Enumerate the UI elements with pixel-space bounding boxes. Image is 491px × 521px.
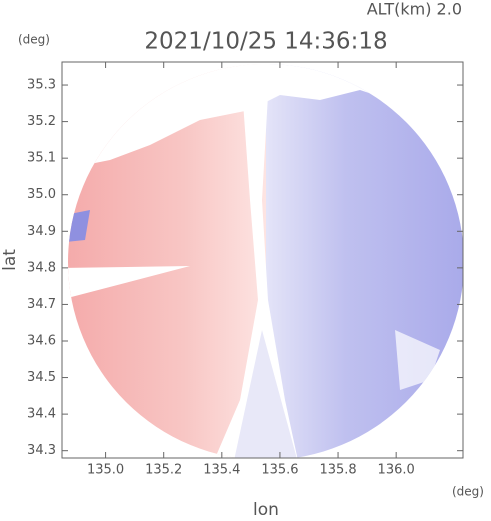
y-tick-label: 34.4 <box>27 407 56 422</box>
x-axis-label: lon <box>253 500 279 520</box>
y-tick-label: 35.3 <box>27 78 56 93</box>
altitude-label: ALT(km) 2.0 <box>367 0 462 19</box>
x-unit: (deg) <box>452 485 484 499</box>
y-tick-label: 34.5 <box>27 370 56 385</box>
y-tick-label: 35.0 <box>27 187 56 202</box>
x-tick-label: 135.6 <box>261 463 298 478</box>
y-tick-label: 35.2 <box>27 114 56 129</box>
y-tick-label: 34.7 <box>27 297 56 312</box>
y-tick-label: 34.6 <box>27 333 56 348</box>
y-tick-label: 35.1 <box>27 151 56 166</box>
x-tick-label: 135.0 <box>87 463 124 478</box>
y-unit: (deg) <box>18 33 50 47</box>
y-tick-label: 34.3 <box>27 443 56 458</box>
x-tick-label: 135.2 <box>145 463 182 478</box>
x-tick-label: 135.8 <box>319 463 356 478</box>
x-tick-label: 136.0 <box>378 463 415 478</box>
y-tick-label: 34.8 <box>27 260 56 275</box>
x-tick-label: 135.4 <box>203 463 240 478</box>
radar-image <box>68 64 463 458</box>
y-axis-label: lat <box>0 249 20 271</box>
plot-frame <box>61 61 464 459</box>
chart-title: 2021/10/25 14:36:18 <box>144 29 387 55</box>
y-tick-label: 34.9 <box>27 224 56 239</box>
